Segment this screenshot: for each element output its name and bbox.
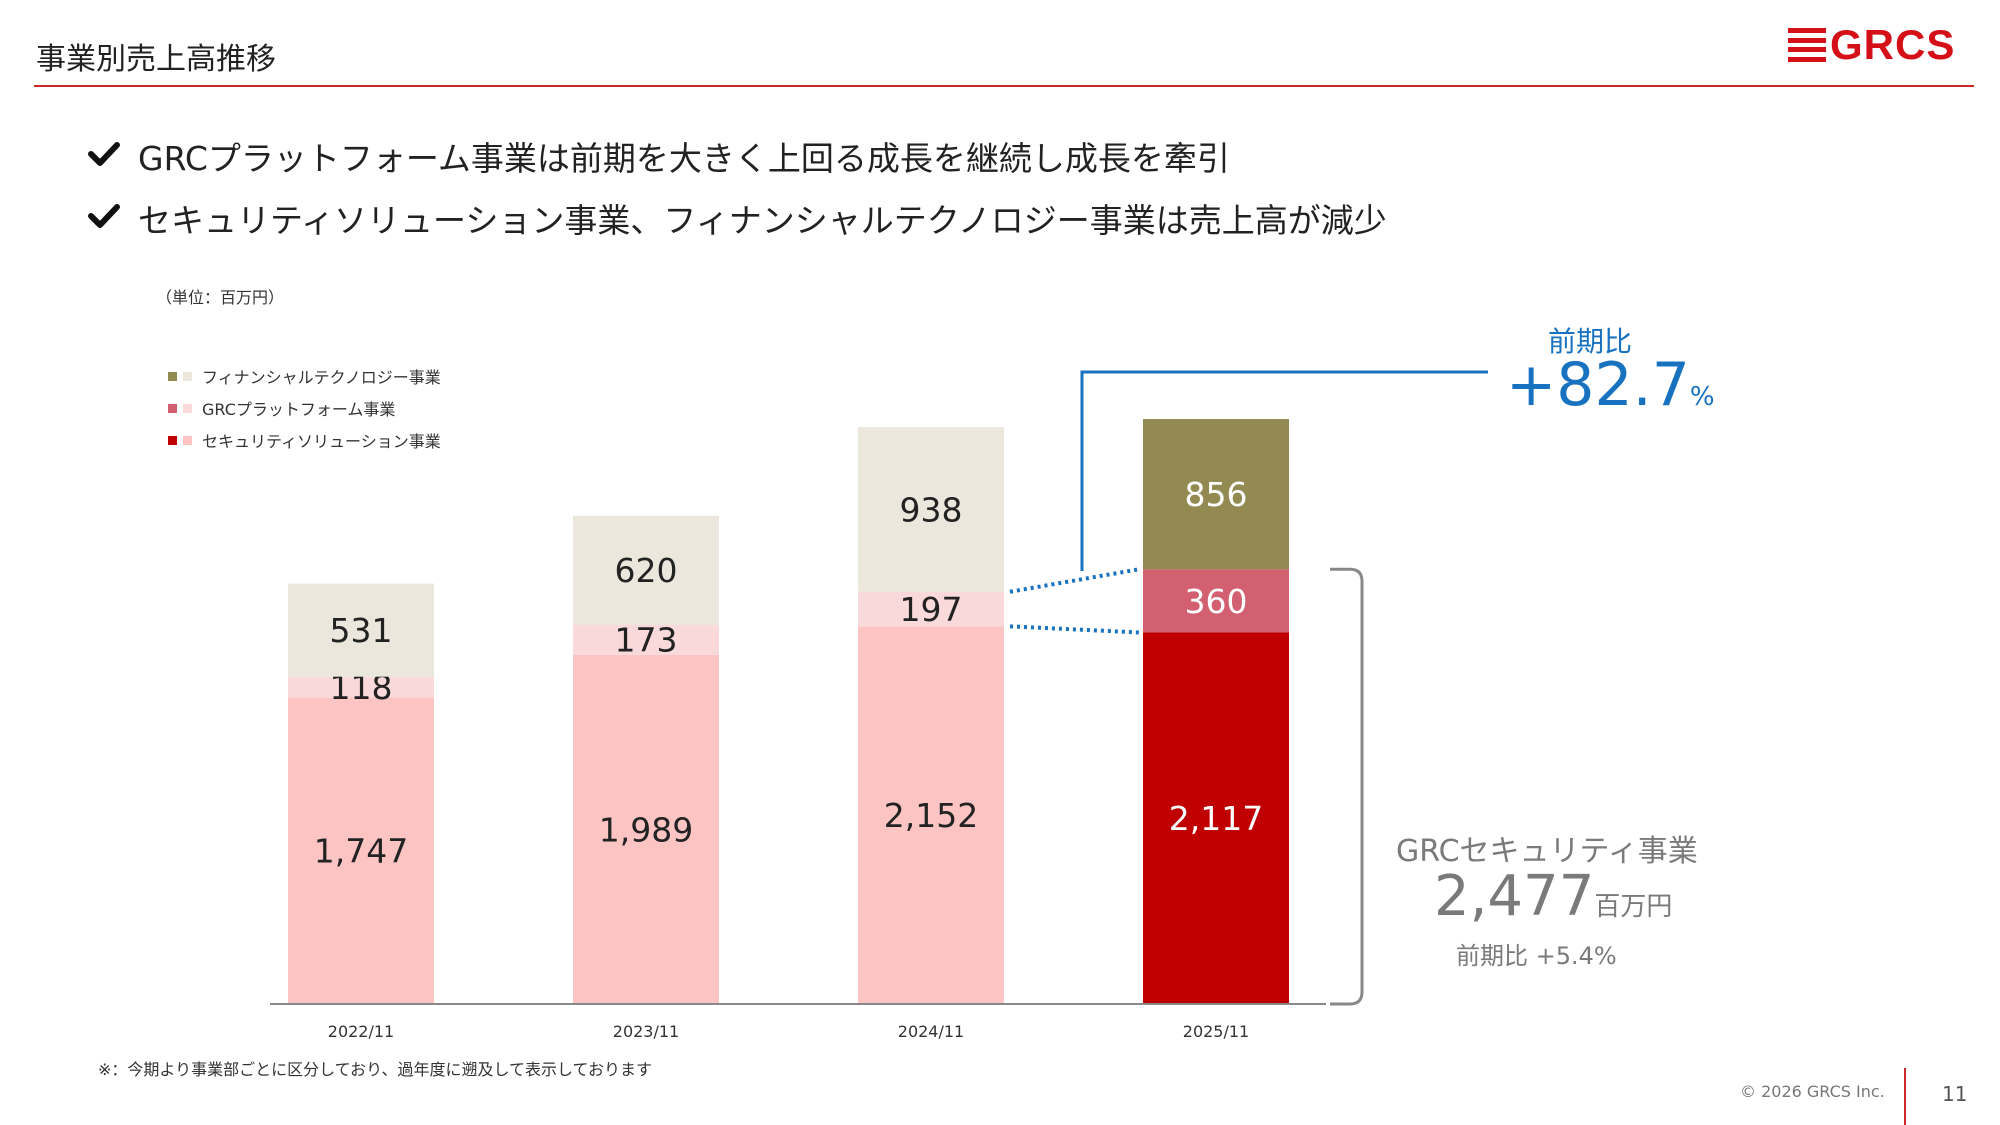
growth-leader-line <box>1080 370 1488 571</box>
bar-segment <box>573 624 719 655</box>
legend-swatch-grc-light <box>183 403 192 413</box>
x-tick-label: 2022/11 <box>328 1022 394 1041</box>
legend-swatch-security-light <box>183 435 192 445</box>
bar-value-label: 856 <box>1185 475 1248 514</box>
bullet-list: GRCプラットフォーム事業は前期を大きく上回る成長を継続し成長を牽引 セキュリテ… <box>88 127 1387 251</box>
bar-segment <box>288 697 434 1004</box>
bar-segment <box>1143 632 1289 1004</box>
bar-segment <box>1143 569 1289 633</box>
security-total-value: 2,477百万円 <box>1434 864 1672 929</box>
bullet-item: GRCプラットフォーム事業は前期を大きく上回る成長を継続し成長を牽引 <box>88 127 1387 185</box>
security-total-title: GRCセキュリティ事業 <box>1396 834 1698 869</box>
bar-value-label: 938 <box>900 490 963 529</box>
chart-legend: フィナンシャルテクノロジー事業 GRCプラットフォーム事業 セキュリティソリュー… <box>168 360 441 456</box>
checkmark-icon <box>88 203 138 233</box>
legend-swatch-fintech-strong <box>168 371 177 381</box>
bar-value-label: 2,117 <box>1169 799 1263 838</box>
bar-value-label: 531 <box>330 611 393 650</box>
grc-growth-value: +82.7% <box>1506 350 1715 420</box>
logo-wordmark: GRCS <box>1830 21 1956 68</box>
legend-label: GRCプラットフォーム事業 <box>202 400 396 419</box>
grcs-logo: GRCS <box>1788 22 1955 68</box>
legend-swatch-grc-strong <box>168 403 177 413</box>
legend-item-security: セキュリティソリューション事業 <box>168 424 441 456</box>
checkmark-icon <box>88 141 138 171</box>
legend-label: セキュリティソリューション事業 <box>202 432 441 451</box>
bar-value-label: 197 <box>900 590 963 629</box>
bar-value-label: 620 <box>615 551 678 590</box>
x-tick-label: 2025/11 <box>1183 1022 1249 1041</box>
x-tick-label: 2023/11 <box>613 1022 679 1041</box>
legend-item-fintech: フィナンシャルテクノロジー事業 <box>168 360 441 392</box>
bar-segment <box>1143 419 1289 570</box>
bullet-item: セキュリティソリューション事業、フィナンシャルテクノロジー事業は売上高が減少 <box>88 189 1387 247</box>
footer-divider <box>1904 1068 1906 1125</box>
bar-value-label: 2,152 <box>884 796 978 835</box>
x-tick-label: 2024/11 <box>898 1022 964 1041</box>
legend-label: フィナンシャルテクノロジー事業 <box>202 368 441 387</box>
bar-segment <box>288 583 434 677</box>
security-total-unit: 百万円 <box>1594 892 1673 922</box>
bar-segment <box>573 654 719 1004</box>
bar-value-label: 360 <box>1185 582 1248 621</box>
footnote: ※：今期より事業部ごとに区分しており、過年度に遡及して表示しております <box>98 1060 653 1079</box>
page-number: 11 <box>1942 1082 1968 1106</box>
bar-value-label: 1,747 <box>314 832 408 871</box>
legend-item-grc-platform: GRCプラットフォーム事業 <box>168 392 441 424</box>
grc-growth-number: +82.7 <box>1506 350 1690 420</box>
bar-segment <box>858 626 1004 1004</box>
bar-value-label: 173 <box>615 621 678 660</box>
legend-swatch-fintech-light <box>183 371 192 381</box>
unit-label: （単位：百万円） <box>156 288 285 307</box>
page-title: 事業別売上高推移 <box>36 42 276 77</box>
growth-connector-bottom <box>1009 624 1140 635</box>
bullet-text: セキュリティソリューション事業、フィナンシャルテクノロジー事業は売上高が減少 <box>138 201 1387 240</box>
header-divider <box>34 85 1974 87</box>
legend-swatch-security-strong <box>168 435 177 445</box>
bar-segment <box>288 676 434 698</box>
security-bracket <box>1330 567 1364 1006</box>
bullet-text: GRCプラットフォーム事業は前期を大きく上回る成長を継続し成長を牽引 <box>138 139 1230 178</box>
growth-connector-top <box>1009 567 1140 594</box>
grc-growth-unit: % <box>1689 382 1715 412</box>
grc-growth-label: 前期比 <box>1548 325 1633 358</box>
copyright: © 2026 GRCS Inc. <box>1740 1082 1885 1101</box>
bar-segment <box>573 515 719 625</box>
security-total-yoy: 前期比 +5.4% <box>1456 942 1617 970</box>
logo-stripes-icon <box>1788 28 1826 62</box>
bar-segment <box>858 427 1004 592</box>
bar-value-label: 1,989 <box>599 810 693 849</box>
security-total-number: 2,477 <box>1434 864 1595 929</box>
bar-segment <box>858 591 1004 627</box>
